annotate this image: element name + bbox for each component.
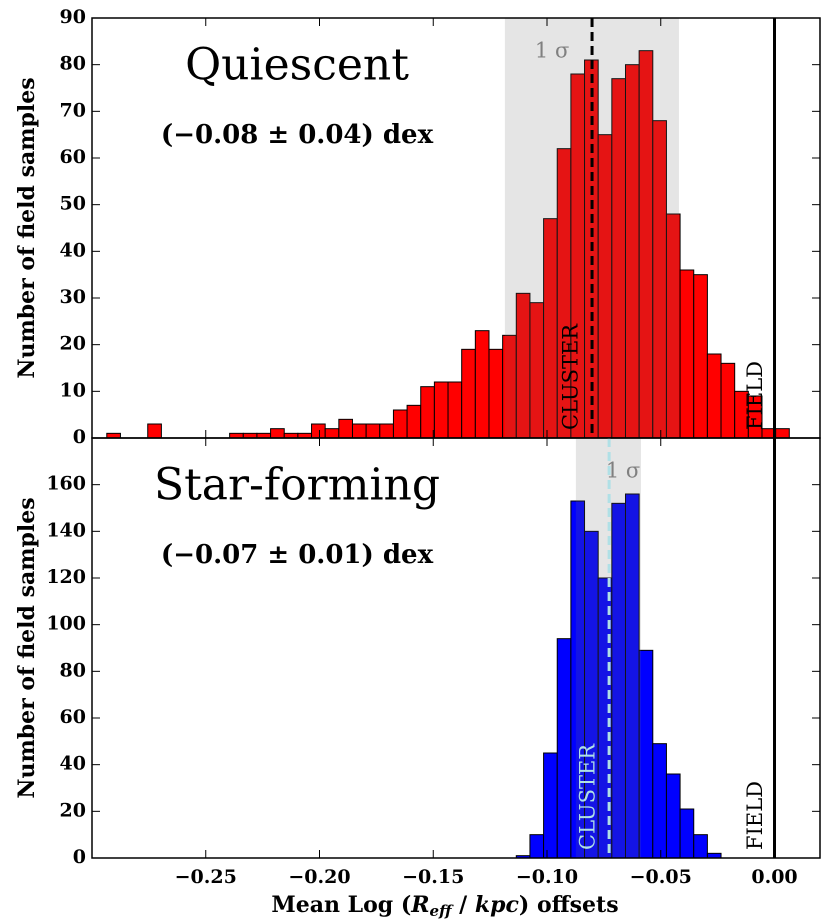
x-tick-label: −0.10 <box>516 866 578 888</box>
y-tick-label: 70 <box>60 99 86 121</box>
histogram-bar <box>638 649 654 859</box>
histogram-bar <box>679 808 695 859</box>
histogram-bar <box>147 423 162 439</box>
y-tick-label: 10 <box>60 379 86 401</box>
field-label: FIELD <box>743 781 767 850</box>
y-axis-label: Number of field samples <box>14 497 40 798</box>
y-tick-label: 40 <box>60 239 86 261</box>
y-axis-label: Number of field samples <box>14 77 40 378</box>
y-tick-label: 30 <box>60 286 86 308</box>
histogram-bar <box>775 428 790 439</box>
x-tick-label: −0.20 <box>288 866 350 888</box>
x-axis-label: Mean Log (Reff / kpc) offsets <box>271 892 618 920</box>
histogram-bar <box>529 834 545 859</box>
histogram-bar <box>474 330 490 439</box>
cluster-label: CLUSTER <box>576 743 600 850</box>
sigma-label: 1 σ <box>535 39 569 63</box>
y-tick-label: 80 <box>60 659 86 681</box>
y-tick-label: 60 <box>60 146 86 168</box>
x-label-part: R <box>410 892 429 918</box>
x-tick-label: −0.15 <box>402 866 464 888</box>
histogram-bar <box>706 353 722 439</box>
panel-title: Quiescent <box>185 40 409 91</box>
histogram-bar <box>665 773 681 859</box>
y-tick-label: 50 <box>60 193 86 215</box>
x-label-part: kpc <box>475 892 520 918</box>
y-tick-label: 160 <box>46 473 86 495</box>
y-tick-label: 0 <box>73 426 86 448</box>
x-label-part: ) offsets <box>519 892 619 918</box>
histogram-bar <box>365 423 381 439</box>
histogram-bar <box>420 386 435 439</box>
field-label: FIELD <box>743 361 767 430</box>
histogram-bar <box>693 274 708 439</box>
cluster-label: CLUSTER <box>559 323 583 430</box>
histogram-bar <box>392 409 408 439</box>
y-tick-label: 20 <box>60 333 86 355</box>
histogram-bar <box>311 423 326 439</box>
histogram-bar <box>338 418 353 439</box>
histogram-bar <box>693 834 708 859</box>
histogram-bar <box>720 362 736 439</box>
y-tick-label: 20 <box>60 799 86 821</box>
panel-subtitle: (−0.08 ± 0.04) dex <box>161 120 434 150</box>
panel-subtitle: (−0.07 ± 0.01) dex <box>161 540 434 570</box>
x-tick-label: −0.25 <box>175 866 237 888</box>
y-tick-label: 140 <box>46 519 86 541</box>
histogram-bar <box>543 752 558 859</box>
histogram-bar <box>406 404 422 439</box>
y-tick-label: 60 <box>60 706 86 728</box>
x-label-part: / <box>451 892 474 918</box>
y-tick-label: 120 <box>46 566 86 588</box>
histogram-bar <box>270 428 285 439</box>
x-label-part: eff <box>430 902 455 920</box>
histogram-bar <box>447 381 463 439</box>
sigma-label: 1 σ <box>606 459 640 483</box>
histogram-bar <box>351 423 367 439</box>
y-tick-label: 40 <box>60 753 86 775</box>
histogram-bar <box>324 428 340 439</box>
y-tick-label: 0 <box>73 846 86 868</box>
y-tick-label: 100 <box>46 613 86 635</box>
histogram-bar <box>652 743 667 859</box>
histogram-bar <box>488 348 504 439</box>
panel-title: Star-forming <box>154 460 440 511</box>
histogram-bar <box>379 423 394 439</box>
histogram-bar <box>461 348 476 439</box>
histogram-bar <box>433 381 449 439</box>
x-label-part: Mean Log ( <box>271 892 411 918</box>
x-tick-label: −0.05 <box>630 866 692 888</box>
plot-frame <box>91 437 821 859</box>
y-tick-label: 90 <box>60 6 86 28</box>
histogram-bar <box>679 269 695 439</box>
histogram-bar <box>556 638 572 859</box>
x-tick-label: 0.00 <box>751 866 797 888</box>
y-tick-label: 80 <box>60 53 86 75</box>
